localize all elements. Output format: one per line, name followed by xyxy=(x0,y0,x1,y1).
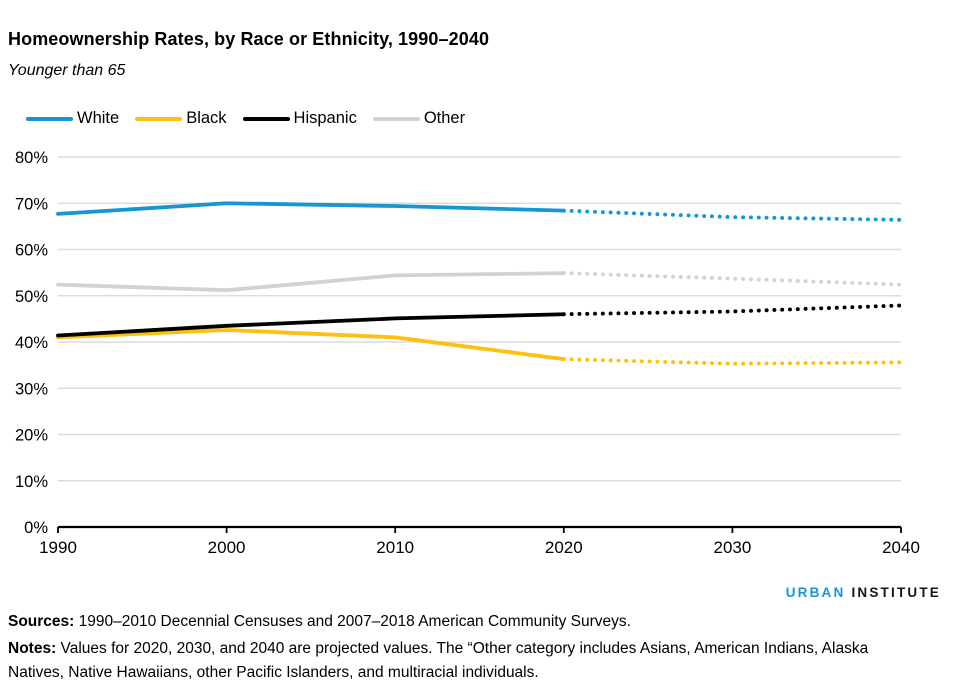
chart-legend: White Black Hispanic Other xyxy=(26,109,465,128)
svg-text:70%: 70% xyxy=(15,195,48,213)
legend-item-other: Other xyxy=(372,109,466,128)
line-chart: 0% 10% 20% 30% 40% 50% 60% 70% 80% 1990 2000 2010 20… xyxy=(0,140,968,570)
notes-text: Values for 2020, 2030, and 2040 are proj… xyxy=(8,640,869,682)
legend-swatch-black xyxy=(135,116,183,121)
svg-text:2040: 2040 xyxy=(882,538,920,557)
svg-text:2010: 2010 xyxy=(376,538,414,557)
svg-text:20%: 20% xyxy=(15,427,48,445)
urban-institute-logo: URBAN INSTITUTE xyxy=(786,585,941,600)
svg-text:2000: 2000 xyxy=(208,538,246,557)
sources-label: Sources: xyxy=(8,613,75,630)
svg-text:80%: 80% xyxy=(15,149,48,167)
logo-urban-text: URBAN xyxy=(785,585,846,600)
svg-text:30%: 30% xyxy=(15,380,48,398)
legend-swatch-other xyxy=(372,116,420,121)
svg-text:0%: 0% xyxy=(24,519,48,537)
svg-text:10%: 10% xyxy=(15,473,48,491)
notes-note: Notes: Values for 2020, 2030, and 2040 a… xyxy=(8,637,913,685)
legend-swatch-white xyxy=(26,116,73,121)
legend-item-hispanic: Hispanic xyxy=(242,109,357,128)
legend-item-white: White xyxy=(26,109,119,128)
legend-label-black: Black xyxy=(186,109,227,127)
logo-institute-text: INSTITUTE xyxy=(851,585,941,600)
svg-text:2020: 2020 xyxy=(545,538,583,557)
sources-text: 1990–2010 Decennial Censuses and 2007–20… xyxy=(74,613,631,630)
legend-swatch-hispanic xyxy=(242,116,290,121)
notes-label: Notes: xyxy=(8,640,57,657)
svg-text:2030: 2030 xyxy=(713,538,751,557)
chart-subtitle: Younger than 65 xyxy=(8,62,126,79)
svg-text:40%: 40% xyxy=(15,334,48,352)
svg-text:60%: 60% xyxy=(15,242,48,260)
legend-label-hispanic: Hispanic xyxy=(293,109,357,127)
legend-item-black: Black xyxy=(135,109,227,128)
page-title: Homeownership Rates, by Race or Ethnicit… xyxy=(8,29,490,49)
legend-label-other: Other xyxy=(423,109,466,127)
svg-text:1990: 1990 xyxy=(39,538,77,557)
svg-text:50%: 50% xyxy=(15,288,48,306)
chart-canvas: 0% 10% 20% 30% 40% 50% 60% 70% 80% 1990 2000 2010 20… xyxy=(15,149,920,557)
legend-label-white: White xyxy=(77,109,120,127)
sources-note: Sources: 1990–2010 Decennial Censuses an… xyxy=(8,611,958,633)
